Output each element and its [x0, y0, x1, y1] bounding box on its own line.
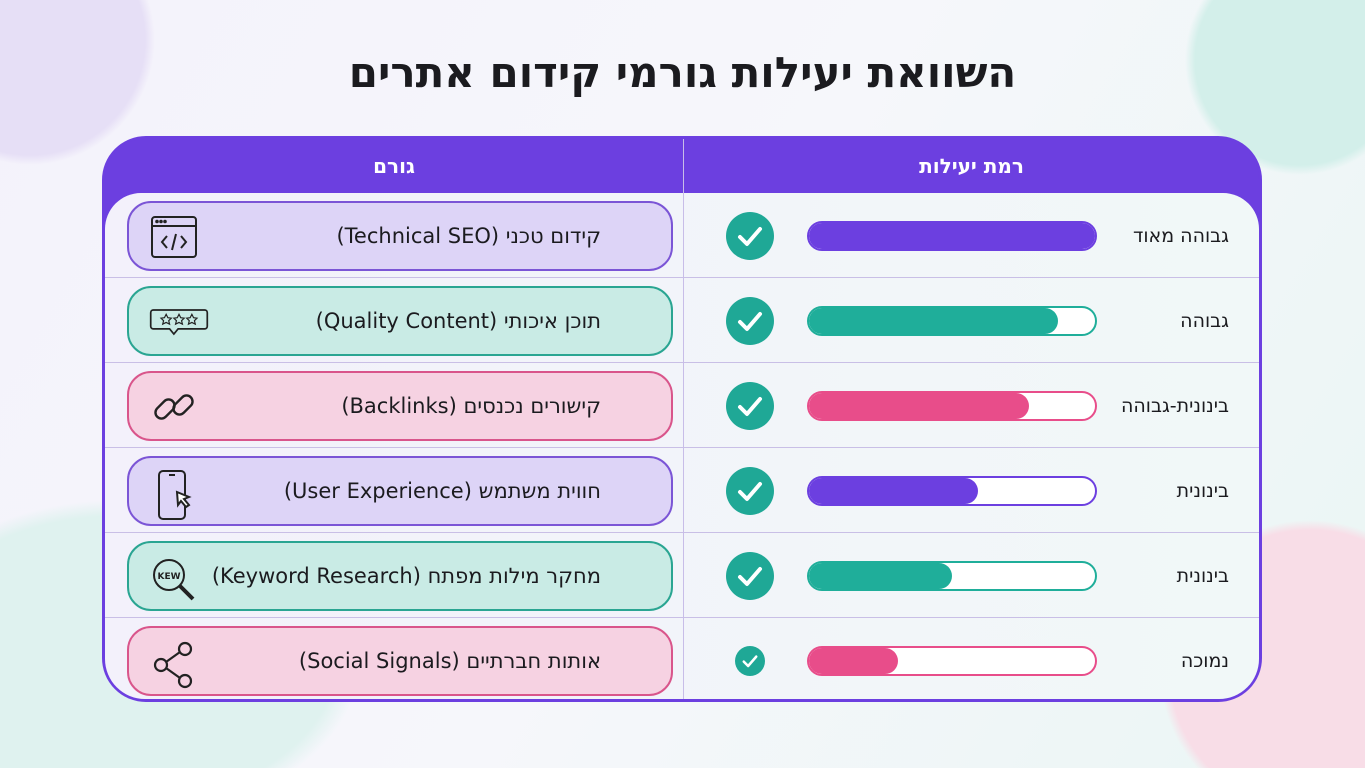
factor-label: קישורים נכנסים (Backlinks): [341, 394, 601, 418]
table-row: אותות חברתיים (Social Signals) נמוכה: [105, 618, 1259, 703]
factor-label: מחקר מילות מפתח (Keyword Research): [211, 564, 601, 588]
effectiveness-bar-fill: [809, 478, 978, 504]
check-icon: [726, 552, 774, 600]
link-icon: [149, 385, 199, 429]
share-icon: [149, 640, 199, 689]
effectiveness-level: בינונית-גבוהה: [1120, 395, 1229, 417]
factor-label: אותות חברתיים (Social Signals): [298, 649, 601, 673]
code-window-icon: [149, 215, 199, 259]
check-icon: [735, 646, 765, 676]
table-row: חווית משתמש (User Experience) בינונית: [105, 448, 1259, 533]
factor-pill: קישורים נכנסים (Backlinks): [127, 371, 673, 441]
check-icon: [726, 297, 774, 345]
factor-pill: אותות חברתיים (Social Signals): [127, 626, 673, 696]
effectiveness-bar: [807, 391, 1097, 421]
table-body: קידום טכני (Technical SEO) גבוהה מאוד תו…: [105, 193, 1259, 699]
header-effectiveness: רמת יעילות: [919, 154, 1024, 178]
effectiveness-bar-fill: [809, 648, 898, 674]
table-row: KEW מחקר מילות מפתח (Keyword Research) ב…: [105, 533, 1259, 618]
comparison-table: גורם רמת יעילות קידום טכני (Technical SE…: [102, 136, 1262, 702]
page-title: השוואת יעילות גורמי קידום אתרים: [348, 48, 1017, 97]
svg-text:KEW: KEW: [157, 572, 180, 582]
check-icon: [726, 382, 774, 430]
effectiveness-level: נמוכה: [1180, 650, 1229, 672]
effectiveness-bar-fill: [809, 223, 1095, 249]
effectiveness-level: גבוהה: [1180, 310, 1229, 332]
factor-pill: תוכן איכותי (Quality Content): [127, 286, 673, 356]
effectiveness-bar: [807, 561, 1097, 591]
effectiveness-level: בינונית: [1176, 480, 1229, 502]
effectiveness-level: גבוהה מאוד: [1132, 225, 1229, 247]
effectiveness-level: בינונית: [1176, 565, 1229, 587]
factor-pill: חווית משתמש (User Experience): [127, 456, 673, 526]
effectiveness-bar-fill: [809, 308, 1058, 334]
effectiveness-bar: [807, 476, 1097, 506]
star-rating-bubble-icon: [149, 300, 209, 344]
table-row: תוכן איכותי (Quality Content) גבוהה: [105, 278, 1259, 363]
effectiveness-bar-fill: [809, 393, 1030, 419]
effectiveness-bar: [807, 306, 1097, 336]
check-icon: [726, 467, 774, 515]
factor-pill: KEW מחקר מילות מפתח (Keyword Research): [127, 541, 673, 611]
mobile-cursor-icon: [149, 470, 199, 520]
check-icon: [726, 212, 774, 260]
effectiveness-bar: [807, 221, 1097, 251]
factor-label: חווית משתמש (User Experience): [283, 479, 601, 503]
table-row: קידום טכני (Technical SEO) גבוהה מאוד: [105, 193, 1259, 278]
table-header: גורם רמת יעילות: [105, 139, 1259, 193]
table-row: קישורים נכנסים (Backlinks) בינונית-גבוהה: [105, 363, 1259, 448]
keyword-magnifier-icon: KEW: [149, 555, 199, 601]
column-divider: [683, 139, 684, 699]
factor-label: תוכן איכותי (Quality Content): [315, 309, 601, 333]
factor-pill: קידום טכני (Technical SEO): [127, 201, 673, 271]
header-factor: גורם: [373, 154, 415, 178]
effectiveness-bar: [807, 646, 1097, 676]
factor-label: קידום טכני (Technical SEO): [336, 224, 601, 248]
effectiveness-bar-fill: [809, 563, 952, 589]
